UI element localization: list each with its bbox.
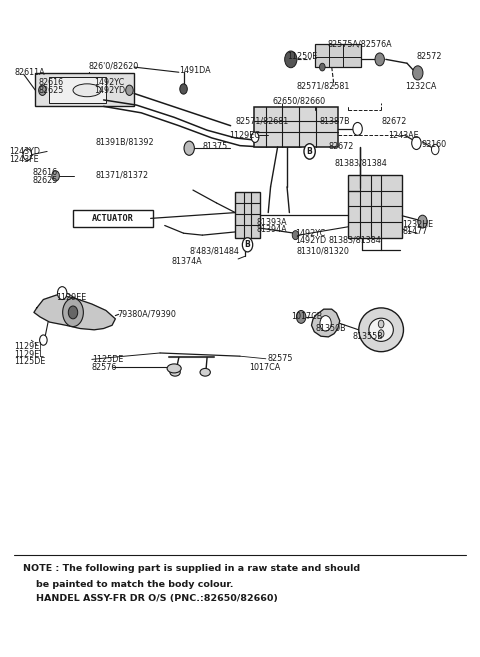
Text: HANDEL ASSY-FR DR O/S (PNC.:82650/82660): HANDEL ASSY-FR DR O/S (PNC.:82650/82660): [23, 594, 277, 602]
Text: 11250E: 11250E: [287, 52, 317, 60]
Bar: [315, 44, 361, 67]
Text: 1492YD: 1492YD: [296, 236, 326, 245]
Circle shape: [412, 137, 421, 150]
Text: 82616: 82616: [32, 168, 57, 177]
Circle shape: [184, 141, 194, 155]
Text: 1492YC: 1492YC: [296, 229, 326, 238]
Circle shape: [68, 306, 78, 319]
Circle shape: [126, 85, 133, 95]
Polygon shape: [312, 309, 340, 337]
Polygon shape: [34, 295, 115, 330]
Text: 82571/82581: 82571/82581: [297, 82, 350, 91]
Circle shape: [292, 231, 299, 240]
Text: 1243FE: 1243FE: [10, 154, 39, 164]
Text: 1017CB: 1017CB: [291, 313, 322, 321]
Circle shape: [180, 84, 187, 94]
Text: 81387B: 81387B: [319, 117, 349, 125]
Text: 81371/81372: 81371/81372: [95, 171, 148, 180]
Text: ACTUATOR: ACTUATOR: [92, 214, 133, 223]
Text: 82672: 82672: [328, 143, 354, 151]
Text: 81383/81384: 81383/81384: [328, 236, 381, 245]
Text: 81391B/81392: 81391B/81392: [95, 137, 154, 147]
Text: 82576: 82576: [92, 363, 117, 372]
Circle shape: [418, 215, 427, 228]
Text: be painted to match the body colour.: be painted to match the body colour.: [23, 579, 233, 589]
Text: 82672: 82672: [381, 117, 407, 125]
Text: 1125DE: 1125DE: [92, 355, 123, 364]
Text: 81310/81320: 81310/81320: [297, 247, 349, 256]
Circle shape: [432, 145, 439, 154]
Bar: [235, 192, 260, 238]
Text: 1125DE: 1125DE: [14, 357, 46, 367]
Text: 82611A: 82611A: [14, 68, 45, 77]
Text: 1492YD: 1492YD: [94, 86, 125, 95]
Text: 1491DA: 1491DA: [179, 66, 210, 76]
Text: 826'0/82620: 826'0/82620: [88, 61, 139, 70]
Text: 1129EC: 1129EC: [229, 131, 261, 140]
Circle shape: [39, 85, 46, 95]
Text: 81350B: 81350B: [315, 324, 346, 333]
Circle shape: [413, 66, 423, 80]
Circle shape: [40, 335, 47, 345]
Circle shape: [320, 315, 331, 331]
FancyBboxPatch shape: [72, 210, 153, 227]
Circle shape: [23, 149, 32, 160]
Text: 1243YD: 1243YD: [10, 147, 40, 156]
Circle shape: [304, 144, 315, 159]
Text: NOTE : The following part is supplied in a raw state and should: NOTE : The following part is supplied in…: [23, 564, 360, 572]
Circle shape: [242, 238, 252, 252]
Text: 1129EE: 1129EE: [57, 293, 87, 302]
Text: 79380A/79390: 79380A/79390: [118, 310, 177, 319]
Ellipse shape: [200, 369, 210, 376]
Text: 62650/82660: 62650/82660: [273, 97, 326, 106]
Text: 81477: 81477: [402, 227, 428, 237]
Text: B: B: [307, 147, 312, 156]
Text: 81383/81384: 81383/81384: [334, 158, 387, 168]
Circle shape: [52, 171, 60, 181]
Text: 82616: 82616: [39, 78, 64, 87]
Ellipse shape: [369, 318, 393, 342]
Text: 81355B: 81355B: [353, 332, 384, 341]
Circle shape: [58, 286, 67, 300]
Text: 1232CA: 1232CA: [406, 82, 437, 91]
Text: 82575: 82575: [267, 354, 293, 363]
Text: 81394A: 81394A: [256, 225, 287, 235]
Ellipse shape: [170, 369, 180, 376]
Text: B: B: [245, 240, 251, 249]
Circle shape: [285, 51, 297, 68]
Text: 1129EL: 1129EL: [14, 350, 44, 359]
Circle shape: [353, 122, 362, 135]
Bar: [254, 107, 338, 147]
Text: 81375: 81375: [203, 143, 228, 151]
Text: 1492YC: 1492YC: [94, 78, 124, 87]
Text: 82571/82681: 82571/82681: [235, 117, 288, 125]
Ellipse shape: [167, 364, 181, 373]
Text: 8'483/81484: 8'483/81484: [189, 247, 239, 256]
Circle shape: [378, 330, 384, 338]
Bar: [348, 175, 402, 238]
Circle shape: [320, 63, 325, 71]
Text: 1243AE: 1243AE: [388, 131, 419, 140]
Bar: [49, 78, 106, 103]
Text: 1232HE: 1232HE: [402, 219, 433, 229]
Text: 81374A: 81374A: [172, 257, 203, 266]
Text: 93160: 93160: [421, 141, 447, 150]
Text: 1017CA: 1017CA: [250, 363, 281, 372]
Ellipse shape: [359, 308, 404, 351]
Circle shape: [63, 298, 84, 327]
Text: 1129EJ: 1129EJ: [14, 342, 42, 351]
Circle shape: [297, 311, 306, 323]
Text: 82575A/82576A: 82575A/82576A: [327, 39, 392, 49]
Circle shape: [378, 320, 384, 328]
Text: 82625: 82625: [39, 86, 64, 95]
Bar: [36, 73, 134, 106]
Circle shape: [375, 53, 384, 66]
Ellipse shape: [73, 84, 101, 97]
Text: 81393A: 81393A: [256, 217, 287, 227]
Circle shape: [252, 132, 259, 143]
Text: 82625: 82625: [32, 176, 58, 185]
Text: 82572: 82572: [416, 52, 442, 60]
